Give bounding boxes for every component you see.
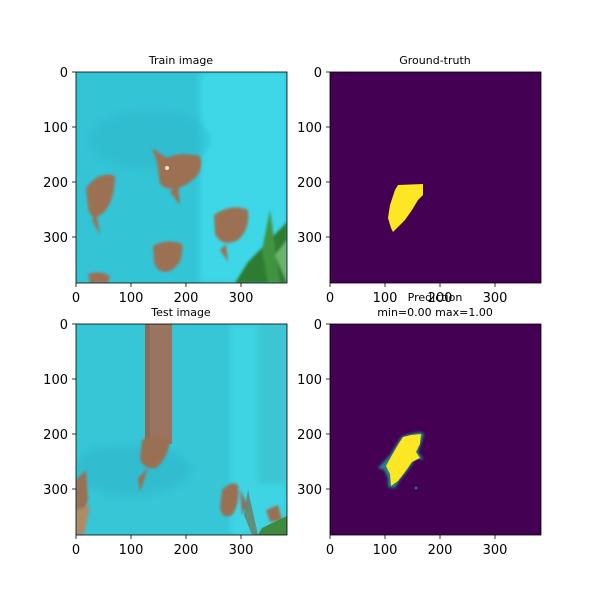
ground-truth-y-ticks: 0 100 200 300: [297, 66, 330, 246]
train-ytick-200: 200: [43, 176, 68, 191]
train-ytick-0: 0: [60, 66, 68, 81]
train-ytick-300: 300: [43, 231, 68, 246]
train-xtick-0: 0: [72, 291, 80, 306]
prediction-ytick-200: 200: [297, 428, 322, 443]
panel-ground-truth: Ground-truth 0 100 200 300 0 100 200 300: [297, 54, 541, 306]
train-x-ticks: 0 100 200 300: [72, 283, 254, 306]
prediction-xtick-300: 300: [483, 543, 508, 558]
test-ytick-100: 100: [43, 373, 68, 388]
test-ytick-0: 0: [60, 318, 68, 333]
test-image-photo: [70, 324, 287, 535]
ground-truth-ytick-300: 300: [297, 231, 322, 246]
prediction-xtick-100: 100: [373, 543, 398, 558]
prediction-x-ticks: 0 100 200 300: [326, 535, 508, 558]
test-y-ticks: 0 100 200 300: [43, 318, 76, 498]
test-x-ticks: 0 100 200 300: [72, 535, 254, 558]
panel-train-image: Train image: [43, 54, 287, 306]
ground-truth-xtick-100: 100: [373, 291, 398, 306]
ground-truth-ytick-200: 200: [297, 176, 322, 191]
ground-truth-ytick-100: 100: [297, 121, 322, 136]
train-xtick-100: 100: [119, 291, 144, 306]
panel-prediction: Prediction min=0.00 max=1.00 0 100 200 3…: [297, 291, 541, 558]
ground-truth-xtick-0: 0: [326, 291, 334, 306]
panel-title-train: Train image: [148, 54, 213, 67]
train-xtick-300: 300: [229, 291, 254, 306]
train-y-ticks: 0 100 200 300: [43, 66, 76, 246]
prediction-ytick-300: 300: [297, 483, 322, 498]
prediction-xtick-0: 0: [326, 543, 334, 558]
panel-test-image: Test image: [43, 306, 287, 558]
panel-title-prediction: Prediction: [408, 291, 463, 304]
ground-truth-mask: [330, 72, 541, 283]
prediction-xtick-200: 200: [428, 543, 453, 558]
test-xtick-0: 0: [72, 543, 80, 558]
prediction-y-ticks: 0 100 200 300: [297, 318, 330, 498]
test-xtick-100: 100: [119, 543, 144, 558]
panel-title-ground-truth: Ground-truth: [399, 54, 471, 67]
train-ytick-100: 100: [43, 121, 68, 136]
prediction-heatmap: [330, 324, 541, 535]
panel-subtitle-prediction: min=0.00 max=1.00: [377, 306, 493, 319]
test-ytick-300: 300: [43, 483, 68, 498]
prediction-ytick-0: 0: [314, 318, 322, 333]
test-ytick-200: 200: [43, 428, 68, 443]
train-image-photo: [76, 72, 287, 283]
prediction-ytick-100: 100: [297, 373, 322, 388]
train-xtick-200: 200: [174, 291, 199, 306]
test-xtick-300: 300: [229, 543, 254, 558]
panel-title-test: Test image: [150, 306, 211, 319]
ground-truth-xtick-300: 300: [483, 291, 508, 306]
ground-truth-ytick-0: 0: [314, 66, 322, 81]
test-xtick-200: 200: [174, 543, 199, 558]
